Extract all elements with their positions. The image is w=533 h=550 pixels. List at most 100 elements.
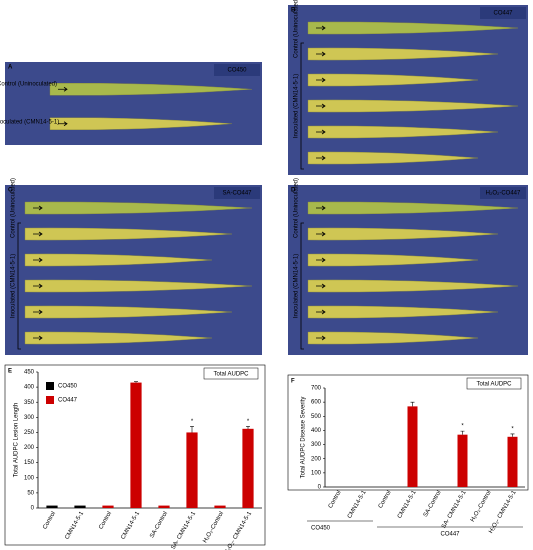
significance: *: [461, 424, 464, 430]
panel-title-box: [480, 187, 526, 199]
x-tick-label: Control: [42, 511, 57, 531]
leaf: [307, 99, 519, 113]
leaf: [49, 82, 253, 96]
x-tick-label: Control: [98, 511, 113, 531]
arrow: [316, 77, 326, 83]
error-bar: [190, 426, 194, 433]
x-tick-label: CMN14-5-1: [64, 510, 85, 540]
group-label: CO447: [440, 532, 460, 538]
arrow: [316, 257, 326, 263]
y-tick-label: 700: [311, 386, 322, 392]
legend-label: CO447: [58, 398, 78, 404]
significance: *: [191, 419, 194, 425]
y-tick-label: 450: [24, 370, 35, 376]
leaf: [307, 21, 519, 35]
y-tick-label: 500: [311, 414, 322, 420]
arrow: [33, 335, 43, 341]
leaf: [307, 151, 479, 165]
y-tick-label: 400: [311, 428, 322, 434]
x-tick-label: SA-Control: [149, 511, 169, 539]
x-tick-label: SA-Control: [423, 490, 443, 518]
arrow: [316, 205, 326, 211]
arrow: [33, 205, 43, 211]
leaf: [307, 279, 519, 293]
bar: [130, 382, 142, 508]
legend-swatch: [46, 382, 54, 390]
leaf: [24, 279, 253, 293]
chart-frame: [287, 374, 529, 491]
bar: [186, 432, 198, 508]
arrow: [58, 121, 68, 127]
bar: [214, 505, 226, 508]
panel-label: Control (Uninoculated): [11, 178, 17, 238]
arrow: [58, 86, 68, 92]
chart-title: Total AUDPC: [213, 372, 249, 378]
y-tick-label: 100: [24, 475, 35, 481]
x-tick-label: CMN14-5-1: [347, 489, 368, 519]
error-bar: [246, 426, 250, 429]
leaf: [307, 125, 499, 139]
bar: [102, 505, 114, 508]
leaf: [307, 227, 499, 241]
leaf: [307, 201, 519, 215]
x-tick-label: CMN14-5-1: [120, 510, 141, 540]
arrow: [316, 283, 326, 289]
y-tick-label: 300: [24, 415, 35, 421]
panel-letter: F: [291, 379, 295, 385]
y-tick-label: 250: [24, 430, 35, 436]
leaf: [49, 117, 233, 131]
y-tick-label: 0: [318, 485, 322, 491]
bar: [74, 505, 86, 508]
panel-label: Inoculated (CMN14-5-1): [294, 74, 300, 138]
x-tick-label: CMN14-5-1: [397, 489, 418, 519]
arrow: [33, 257, 43, 263]
leaf: [24, 253, 213, 267]
y-tick-label: 150: [24, 460, 35, 466]
panel-letter: D: [291, 188, 296, 194]
bar: [407, 406, 418, 487]
legend-label: CO450: [58, 384, 78, 390]
x-tick-label: H₂O₂-Control: [470, 490, 493, 523]
panel-label: Inoculated (CMN14-5-1): [11, 254, 17, 318]
arrow: [316, 335, 326, 341]
leaf: [307, 253, 479, 267]
bar: [158, 505, 170, 508]
arrow: [316, 129, 326, 135]
leaf: [307, 47, 499, 61]
panel-title: SA-CO447: [222, 191, 252, 197]
error-bar: [410, 401, 415, 407]
chart-title: Total AUDPC: [476, 382, 512, 388]
panel-label: Control (Uninoculated): [294, 0, 300, 58]
panel-letter: A: [8, 65, 13, 71]
arrow: [316, 25, 326, 31]
y-tick-label: 200: [24, 445, 35, 451]
error-bar: [134, 381, 138, 383]
y-tick-label: 100: [311, 470, 322, 476]
y-tick-label: 50: [27, 490, 34, 496]
bar: [457, 434, 468, 487]
panel-title-box: [214, 64, 260, 76]
axis: [37, 372, 262, 509]
x-tick-label: Control: [378, 490, 393, 510]
bar: [46, 505, 58, 508]
group-label: CO450: [311, 526, 331, 532]
panel-title-box: [214, 187, 260, 199]
panel-letter: C: [8, 188, 13, 194]
x-tick-label: H₂O₂- CMN14-5-1: [224, 510, 254, 550]
y-tick-label: 350: [24, 400, 35, 406]
significance: *: [247, 419, 250, 425]
arrow: [316, 155, 326, 161]
panel-title: CO450: [227, 68, 247, 74]
bracket: [300, 42, 304, 170]
arrow: [316, 231, 326, 237]
arrow: [316, 103, 326, 109]
arrow: [33, 231, 43, 237]
leaf: [24, 305, 233, 319]
panel-letter: E: [8, 369, 12, 375]
legend-swatch: [46, 396, 54, 404]
title-box: [203, 367, 259, 380]
leaf: [307, 331, 479, 345]
y-axis-label: Total AUDPC Disease Severity: [301, 397, 307, 479]
bar: [507, 436, 518, 487]
